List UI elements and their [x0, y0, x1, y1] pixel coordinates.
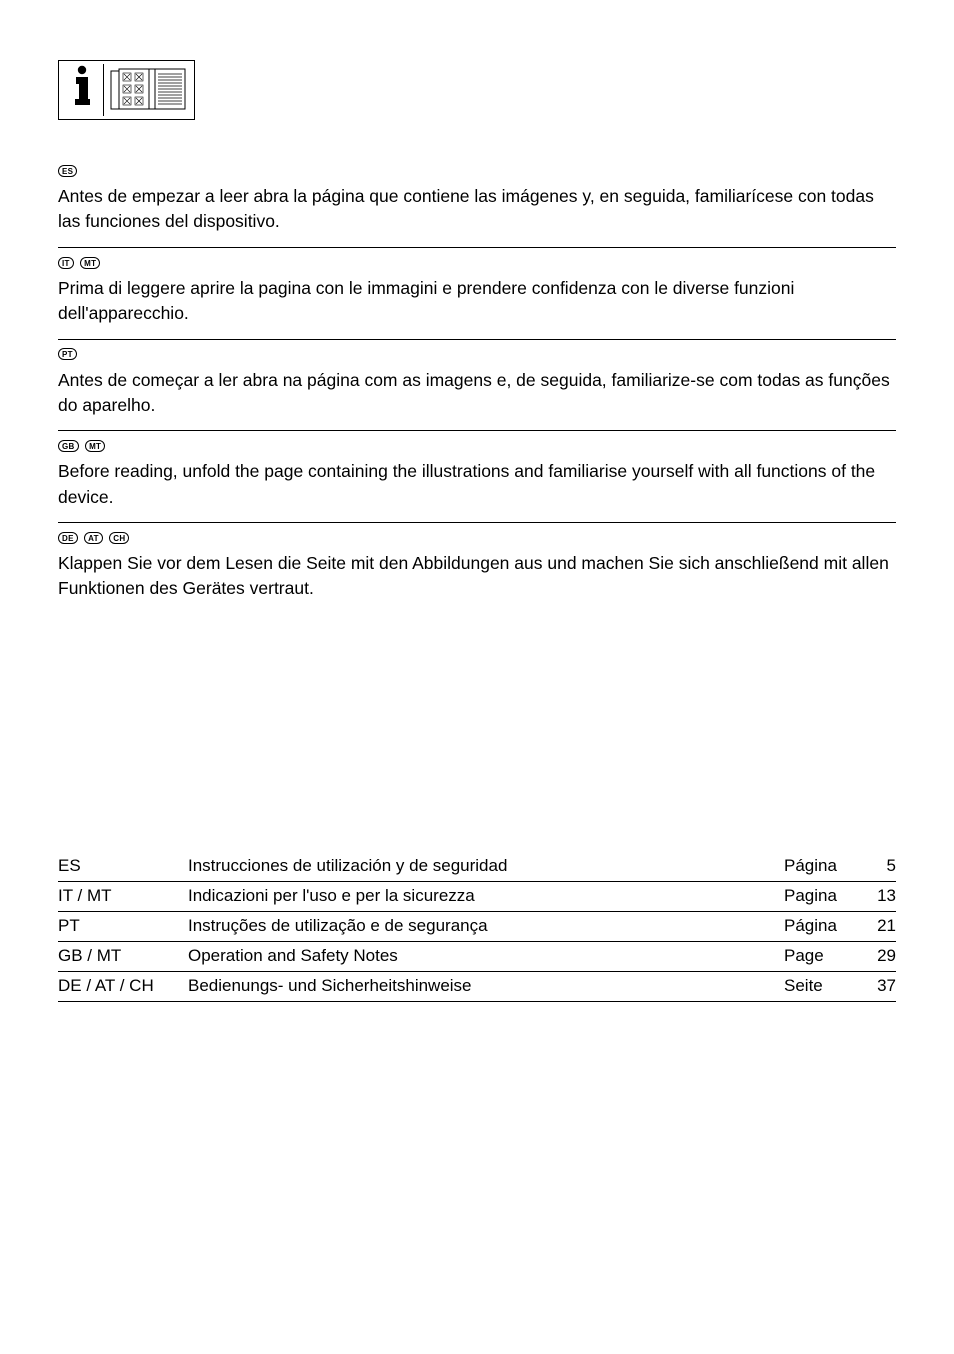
toc-label: Pagina: [784, 886, 862, 906]
lang-pills: PT: [58, 346, 896, 364]
info-icon: [61, 63, 103, 117]
lang-block: GB MT Before reading, unfold the page co…: [58, 431, 896, 520]
toc-title: Indicazioni per l'uso e per la sicurezza: [188, 886, 784, 906]
language-sections: ES Antes de empezar a leer abra la págin…: [58, 156, 896, 612]
toc-title: Instruções de utilização e de segurança: [188, 916, 784, 936]
toc-page: 21: [862, 916, 896, 936]
toc-code: DE / AT / CH: [58, 976, 188, 996]
toc-label: Página: [784, 856, 862, 876]
toc-row: DE / AT / CH Bedienungs- und Sicherheits…: [58, 972, 896, 1002]
lang-pills: ES: [58, 162, 896, 180]
country-pill: ES: [58, 165, 77, 177]
toc-label: Seite: [784, 976, 862, 996]
toc-title: Bedienungs- und Sicherheitshinweise: [188, 976, 784, 996]
lang-text: Before reading, unfold the page containi…: [58, 459, 896, 510]
toc-code: GB / MT: [58, 946, 188, 966]
toc-page: 5: [862, 856, 896, 876]
toc-code: IT / MT: [58, 886, 188, 906]
toc-title: Operation and Safety Notes: [188, 946, 784, 966]
lang-block: PT Antes de começar a ler abra na página…: [58, 340, 896, 429]
country-pill: AT: [84, 532, 103, 544]
country-pill: PT: [58, 348, 77, 360]
lang-text: Antes de começar a ler abra na página co…: [58, 368, 896, 419]
toc-title: Instrucciones de utilización y de seguri…: [188, 856, 784, 876]
toc-row: ES Instrucciones de utilización y de seg…: [58, 852, 896, 882]
toc-page: 13: [862, 886, 896, 906]
lang-text: Prima di leggere aprire la pagina con le…: [58, 276, 896, 327]
toc: ES Instrucciones de utilización y de seg…: [58, 852, 896, 1002]
toc-row: PT Instruções de utilização e de seguran…: [58, 912, 896, 942]
toc-code: PT: [58, 916, 188, 936]
toc-page: 29: [862, 946, 896, 966]
toc-row: GB / MT Operation and Safety Notes Page …: [58, 942, 896, 972]
toc-label: Page: [784, 946, 862, 966]
country-pill: MT: [85, 440, 105, 452]
lang-block: IT MT Prima di leggere aprire la pagina …: [58, 248, 896, 337]
info-icon-box: [58, 60, 195, 120]
info-symbol-cell: [61, 63, 103, 117]
booklet-icon: [109, 67, 187, 113]
lang-text: Antes de empezar a leer abra la página q…: [58, 184, 896, 235]
lang-pills: GB MT: [58, 437, 896, 455]
country-pill: CH: [109, 532, 129, 544]
country-pill: IT: [58, 257, 74, 269]
toc-label: Página: [784, 916, 862, 936]
lang-block: ES Antes de empezar a leer abra la págin…: [58, 156, 896, 245]
lang-block: DE AT CH Klappen Sie vor dem Lesen die S…: [58, 523, 896, 612]
lang-pills: IT MT: [58, 254, 896, 272]
lang-pills: DE AT CH: [58, 529, 896, 547]
country-pill: MT: [80, 257, 100, 269]
toc-code: ES: [58, 856, 188, 876]
booklet-cell: [103, 64, 192, 116]
country-pill: DE: [58, 532, 78, 544]
toc-page: 37: [862, 976, 896, 996]
country-pill: GB: [58, 440, 79, 452]
lang-text: Klappen Sie vor dem Lesen die Seite mit …: [58, 551, 896, 602]
toc-row: IT / MT Indicazioni per l'uso e per la s…: [58, 882, 896, 912]
